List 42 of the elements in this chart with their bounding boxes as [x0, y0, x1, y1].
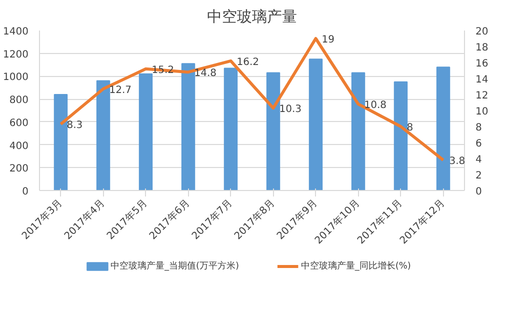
data-label: 10.8: [364, 100, 387, 112]
legend-label: 中空玻璃产量_当期值(万平方米): [110, 260, 239, 272]
y2-tick-label: 10: [476, 106, 488, 118]
line-series: [59, 37, 445, 162]
y2-tick-label: 6: [476, 138, 482, 150]
y-tick-label: 200: [9, 164, 29, 175]
data-label: 8: [406, 122, 414, 134]
chart-title: 中空玻璃产量: [207, 8, 297, 26]
y-tick-label: 0: [22, 186, 29, 198]
y2-tick-label: 20: [476, 26, 488, 38]
bar: [54, 94, 68, 190]
data-label: 14.8: [194, 68, 217, 80]
y2-tick-label: 0: [476, 186, 482, 198]
y-tick-label: 1200: [3, 49, 29, 60]
y2-tick-label: 18: [476, 42, 488, 54]
data-label: 3.8: [449, 156, 466, 168]
y2-tick-label: 8: [476, 122, 482, 134]
bar: [138, 73, 153, 190]
data-label: 8.3: [66, 120, 83, 132]
y-tick-label: 1400: [3, 26, 29, 38]
y2-tick-label: 14: [476, 74, 488, 86]
y-tick-label: 800: [9, 95, 29, 106]
y-tick-label: 400: [9, 140, 29, 152]
bar: [308, 58, 323, 190]
y2-tick-label: 2: [476, 170, 482, 182]
data-label: 16.2: [236, 56, 260, 68]
data-label: 10.3: [279, 104, 302, 116]
y-tick-label: 600: [9, 118, 29, 129]
y2-tick-label: 4: [476, 154, 482, 166]
bar: [181, 63, 196, 190]
bar: [394, 81, 408, 190]
bar: [266, 72, 280, 190]
bar: [96, 80, 110, 190]
y-tick-label: 1000: [3, 72, 29, 84]
legend-label: 中空玻璃产量_同比增长(%): [300, 260, 411, 272]
data-label: 12.7: [109, 84, 132, 96]
bar: [351, 72, 366, 190]
y2-tick-label: 16: [476, 58, 488, 70]
data-label: 19: [322, 34, 334, 46]
y2-tick-label: 12: [476, 90, 488, 102]
bar: [436, 66, 450, 190]
bar: [224, 68, 238, 190]
